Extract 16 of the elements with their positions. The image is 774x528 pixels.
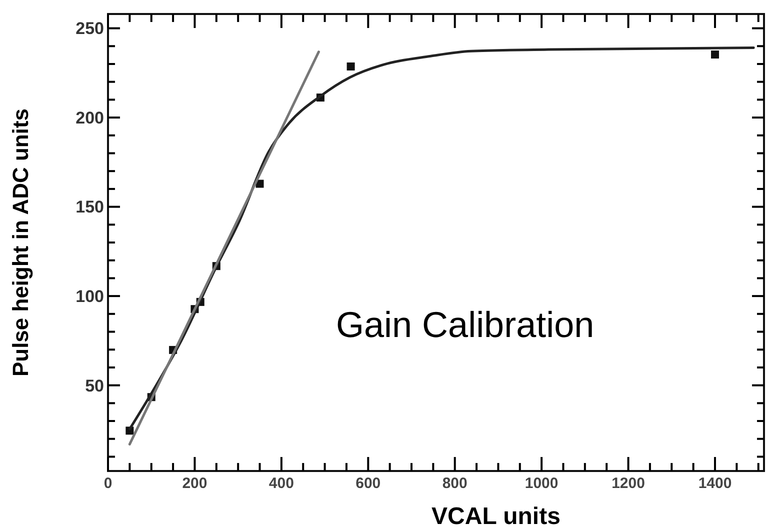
x-tick-label: 600 xyxy=(356,475,381,492)
y-tick-label: 250 xyxy=(76,19,104,38)
x-tick-label: 1400 xyxy=(698,475,732,492)
x-tick-label: 200 xyxy=(182,475,208,492)
x-axis-title: VCAL units xyxy=(432,503,560,528)
annotation: Gain Calibration xyxy=(336,304,594,345)
x-tick-label: 1000 xyxy=(524,475,558,492)
x-tick-label: 1200 xyxy=(612,475,645,492)
y-tick-label: 100 xyxy=(76,287,104,306)
x-tick-label: 0 xyxy=(104,475,112,492)
x-tick-label: 800 xyxy=(442,475,468,492)
y-axis-title: Pulse height in ADC units xyxy=(8,108,33,377)
y-tick-label: 150 xyxy=(76,198,104,217)
y-tick-label: 200 xyxy=(76,108,104,128)
y-tick-label: 50 xyxy=(85,376,104,396)
x-tick-label: 400 xyxy=(268,475,294,492)
